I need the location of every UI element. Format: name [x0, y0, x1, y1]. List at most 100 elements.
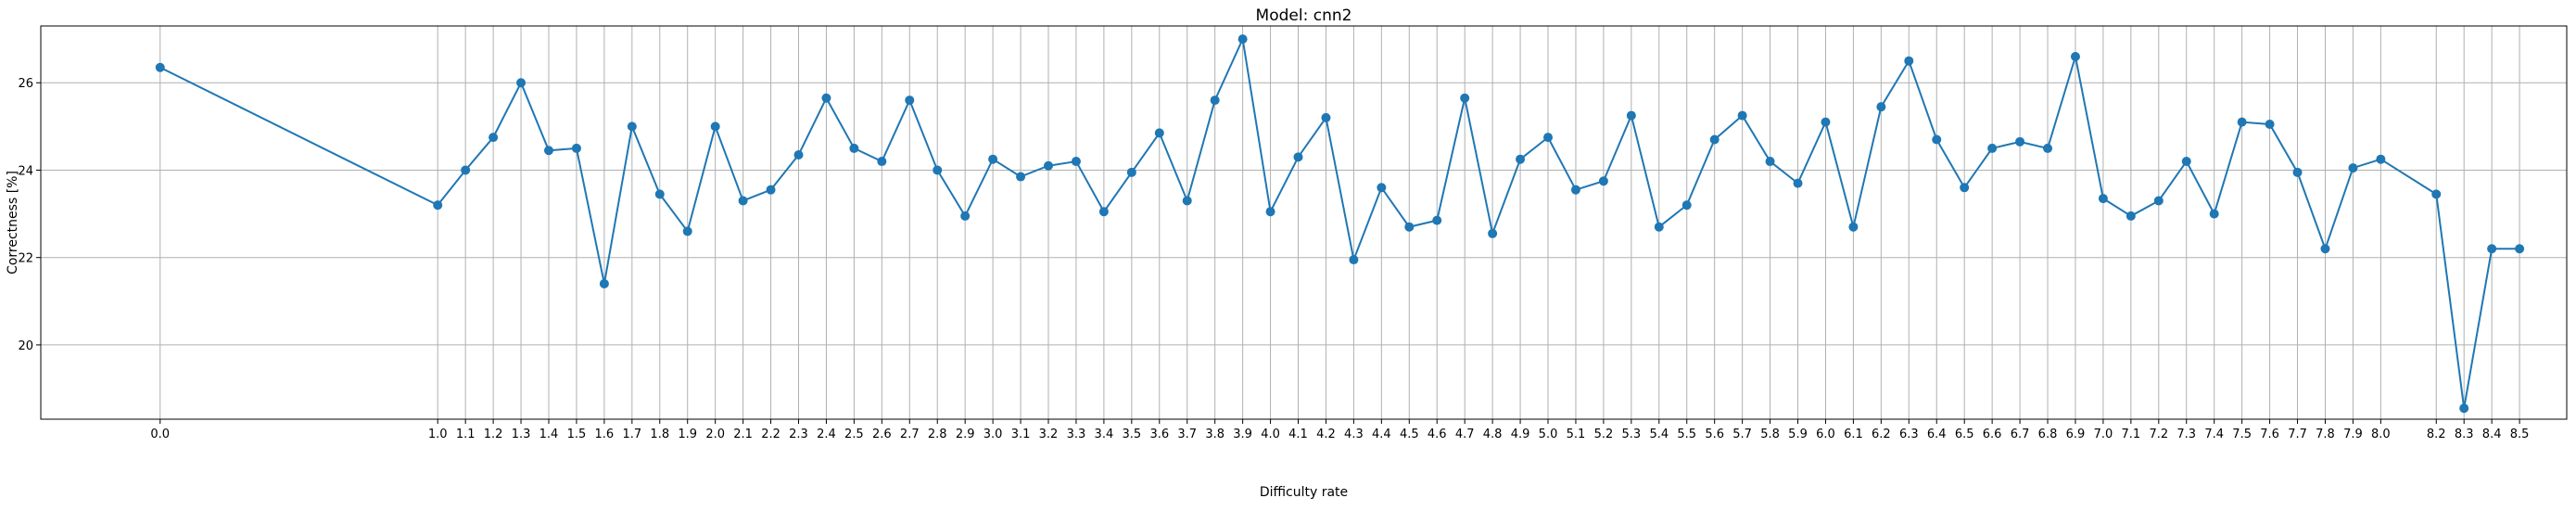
- data-point: [1154, 128, 1164, 138]
- data-point: [1821, 117, 1831, 127]
- data-point: [1737, 110, 1747, 121]
- x-tick-label: 3.6: [1149, 428, 1169, 441]
- x-tick-label: 1.6: [595, 428, 615, 441]
- x-tick-label: 4.6: [1428, 428, 1447, 441]
- x-tick-label: 3.0: [983, 428, 1003, 441]
- x-tick-label: 1.4: [539, 428, 559, 441]
- series-layer: [155, 34, 2525, 414]
- x-tick-label: 2.9: [956, 428, 975, 441]
- grid-lines: [41, 26, 2567, 419]
- data-point: [821, 93, 831, 103]
- data-point: [1071, 157, 1081, 167]
- y-tick-label: 22: [18, 252, 33, 266]
- y-tick-label: 20: [18, 339, 33, 353]
- x-tick-label: 6.4: [1927, 428, 1947, 441]
- data-point: [2237, 117, 2247, 127]
- data-point: [599, 278, 609, 288]
- x-tick-label: 7.5: [2232, 428, 2252, 441]
- data-point: [1321, 112, 1331, 122]
- data-point: [2376, 154, 2386, 164]
- data-point: [2292, 167, 2303, 177]
- data-point: [1765, 157, 1775, 167]
- x-tick-label: 3.2: [1039, 428, 1059, 441]
- data-point: [2209, 209, 2219, 219]
- x-tick-label: 5.7: [1732, 428, 1752, 441]
- data-point: [1876, 102, 1886, 112]
- data-point: [710, 121, 720, 132]
- data-point: [1793, 178, 1803, 188]
- x-tick-label: 7.1: [2122, 428, 2141, 441]
- x-tick-label: 2.2: [761, 428, 780, 441]
- x-tick-label: 4.3: [1344, 428, 1364, 441]
- x-tick-label: 2.8: [928, 428, 947, 441]
- x-tick-label: 7.4: [2204, 428, 2224, 441]
- x-tick-label: 3.7: [1177, 428, 1197, 441]
- x-tick-label: 5.5: [1677, 428, 1696, 441]
- x-tick-label: 6.0: [1816, 428, 1835, 441]
- data-point: [905, 96, 915, 106]
- data-point: [960, 211, 971, 221]
- x-tick-label: 6.1: [1844, 428, 1863, 441]
- x-tick-label: 3.5: [1122, 428, 1141, 441]
- x-tick-label: 7.3: [2176, 428, 2196, 441]
- data-point: [2126, 211, 2136, 221]
- data-point: [2265, 120, 2275, 129]
- data-point: [1265, 207, 1275, 217]
- x-tick-label: 7.2: [2149, 428, 2168, 441]
- data-point: [1432, 215, 1442, 225]
- data-point: [1570, 185, 1580, 195]
- data-point: [2098, 194, 2108, 204]
- x-tick-label: 8.5: [2510, 428, 2530, 441]
- x-tick-label: 4.5: [1400, 428, 1419, 441]
- x-tick-label: 2.3: [789, 428, 808, 441]
- x-tick-label: 1.0: [428, 428, 448, 441]
- data-point: [1987, 143, 1998, 153]
- x-tick-label: 1.3: [512, 428, 531, 441]
- x-tick-label: 2.4: [817, 428, 836, 441]
- data-point: [793, 149, 804, 160]
- data-point: [738, 196, 748, 206]
- data-point: [1210, 96, 1220, 106]
- x-tick-label: 5.1: [1567, 428, 1586, 441]
- plot-frame: [40, 25, 2568, 420]
- data-point: [2515, 244, 2525, 254]
- data-point: [654, 189, 665, 199]
- x-tick-label: 7.0: [2094, 428, 2113, 441]
- data-point: [2070, 51, 2080, 61]
- data-point: [2320, 244, 2330, 254]
- x-tick-label: 1.1: [456, 428, 476, 441]
- data-point: [1654, 222, 1664, 232]
- data-point: [1681, 200, 1692, 211]
- x-tick-label: 4.7: [1455, 428, 1475, 441]
- data-point: [2015, 136, 2025, 147]
- y-axis-label: Correctness [%]: [6, 171, 20, 275]
- data-point: [571, 143, 581, 153]
- x-tick-label: 2.5: [844, 428, 864, 441]
- x-tick-label: 6.7: [2011, 428, 2030, 441]
- data-point: [155, 62, 165, 72]
- data-point: [1182, 196, 1192, 206]
- x-tick-label: 3.9: [1233, 428, 1252, 441]
- data-point: [1044, 160, 1054, 171]
- x-tick-label: 1.8: [650, 428, 669, 441]
- data-point: [1293, 152, 1303, 162]
- x-tick-label: 5.0: [1539, 428, 1558, 441]
- data-point: [1543, 133, 1554, 143]
- data-point: [1488, 228, 1498, 238]
- data-point: [1404, 222, 1415, 232]
- x-tick-label: 8.2: [2427, 428, 2446, 441]
- data-point: [1960, 183, 1970, 193]
- data-point: [1516, 154, 1526, 164]
- x-tick-label: 5.2: [1594, 428, 1614, 441]
- x-tick-label: 6.2: [1872, 428, 1891, 441]
- data-point: [1377, 183, 1387, 193]
- x-tick-label: 2.7: [900, 428, 920, 441]
- data-point: [489, 133, 499, 143]
- data-point: [2153, 196, 2164, 206]
- data-point: [1016, 172, 1026, 182]
- x-tick-label: 5.4: [1649, 428, 1669, 441]
- x-tick-label: 6.9: [2066, 428, 2086, 441]
- data-point: [433, 200, 443, 211]
